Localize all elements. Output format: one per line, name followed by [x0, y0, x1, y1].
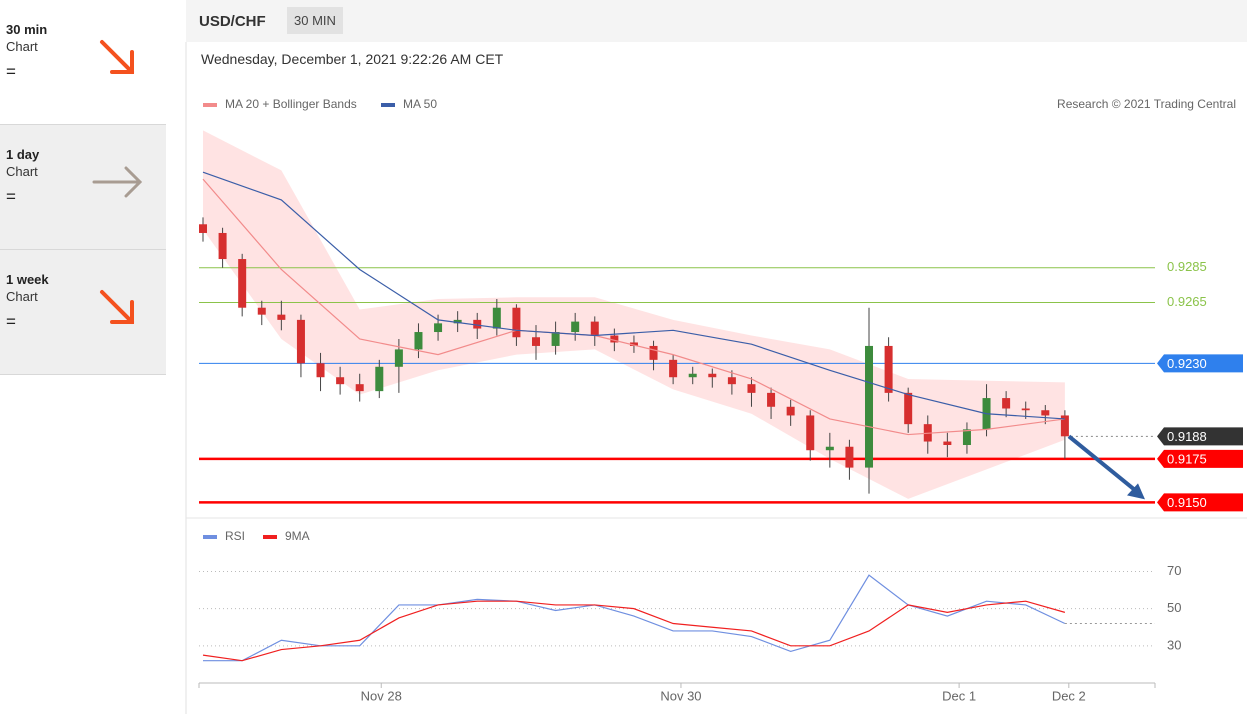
level-label: 0.9150 [1167, 495, 1207, 510]
label: Chart [6, 164, 38, 179]
candle-body [786, 406, 795, 416]
bollinger-band [203, 130, 1065, 499]
candle-body [473, 319, 482, 329]
candle-body [1021, 408, 1030, 411]
indicator-line [202, 600, 1066, 662]
candle-body [375, 366, 384, 392]
x-tick-label: Nov 30 [660, 688, 701, 703]
candle-body [806, 415, 815, 451]
candle-body [865, 345, 874, 468]
candle-body [649, 345, 658, 360]
y-tick-label: 70 [1167, 563, 1181, 578]
candle-body [1060, 415, 1069, 437]
candle-body [669, 359, 678, 378]
signal-item[interactable]: 1 week Chart = [0, 250, 166, 375]
candle-body [571, 321, 580, 333]
signal: = [6, 187, 16, 206]
level-tag [1157, 493, 1243, 512]
signal: = [6, 62, 16, 81]
candle-body [747, 384, 756, 393]
candle-body [943, 441, 952, 446]
candle-body [708, 373, 717, 378]
header: USD/CHF 30 MIN [186, 0, 1247, 42]
label: Chart [6, 289, 38, 304]
signal: = [6, 312, 16, 331]
symbol: USD/CHF [199, 13, 266, 30]
legend-label: MA 20 + Bollinger Bands [225, 97, 357, 111]
signal-item[interactable]: 30 min Chart = [0, 0, 166, 125]
timestamp: Wednesday, December 1, 2021 9:22:26 AM C… [201, 51, 504, 67]
candle-body [1041, 410, 1050, 416]
candle-body [1002, 398, 1011, 409]
candle-body [257, 307, 266, 315]
level-label: 0.9265 [1167, 294, 1207, 309]
legend-swatch [203, 103, 217, 107]
candle-body [845, 446, 854, 468]
x-tick-label: Dec 2 [1052, 688, 1086, 703]
ma-line [202, 171, 1065, 420]
legend-label: 9MA [285, 529, 310, 543]
level-label: 0.9285 [1167, 259, 1207, 274]
candle-body [453, 319, 462, 324]
candle-body [492, 307, 501, 329]
candle-body [277, 314, 286, 320]
level-tag [1157, 427, 1243, 446]
period: 30 min [6, 22, 48, 37]
candle-body [218, 232, 227, 260]
candle-body [904, 392, 913, 425]
candle-body [238, 259, 247, 308]
candle-body [727, 377, 736, 385]
level-label: 0.9175 [1167, 451, 1207, 466]
arrow-right-icon [92, 166, 143, 198]
candle-body [825, 446, 834, 451]
ma-line [202, 178, 1065, 436]
candle-body [355, 384, 364, 392]
forecast-arrow-head [1127, 483, 1145, 500]
level-tag [1157, 449, 1243, 468]
x-tick-label: Dec 1 [942, 688, 976, 703]
legend-swatch [263, 535, 277, 539]
y-tick-label: 50 [1167, 600, 1181, 615]
legend-label: RSI [225, 529, 245, 543]
candle-body [590, 321, 599, 336]
candle-body [767, 392, 776, 407]
candle-body [551, 332, 560, 346]
candle-body [394, 349, 403, 367]
level-tag [1157, 354, 1243, 373]
candle-body [962, 429, 971, 446]
arrow-down-icon [100, 290, 134, 324]
candle-body [610, 335, 619, 343]
level-label: 0.9230 [1167, 356, 1207, 371]
candle-body [532, 337, 541, 346]
arrow-down-icon [100, 40, 134, 74]
period: 1 day [6, 147, 40, 162]
candle-body [434, 323, 443, 333]
legend-swatch [381, 103, 395, 107]
period: 1 week [6, 272, 49, 287]
forecast-arrow [1067, 434, 1141, 495]
candle-body [316, 363, 325, 378]
candle-body [199, 224, 207, 233]
signal-item[interactable]: 1 day Chart = [0, 125, 166, 250]
label: Chart [6, 39, 38, 54]
candle-body [629, 342, 638, 346]
legend-label: MA 50 [403, 97, 437, 111]
legend-swatch [203, 535, 217, 539]
x-tick-label: Nov 28 [361, 688, 402, 703]
interval-button[interactable]: 30 MIN [287, 7, 343, 34]
level-label: 0.9188 [1167, 429, 1207, 444]
sidebar: 30 min Chart = 1 day Chart = 1 week Char… [0, 0, 166, 375]
candle-body [336, 377, 345, 385]
candle-body [296, 319, 305, 364]
candle-body [884, 345, 893, 393]
candle-body [688, 373, 697, 378]
y-tick-label: 30 [1167, 637, 1181, 652]
indicator-line [203, 574, 1066, 662]
candle-body [414, 332, 423, 350]
candle-body [512, 307, 521, 338]
credit: Research © 2021 Trading Central [1057, 97, 1236, 111]
